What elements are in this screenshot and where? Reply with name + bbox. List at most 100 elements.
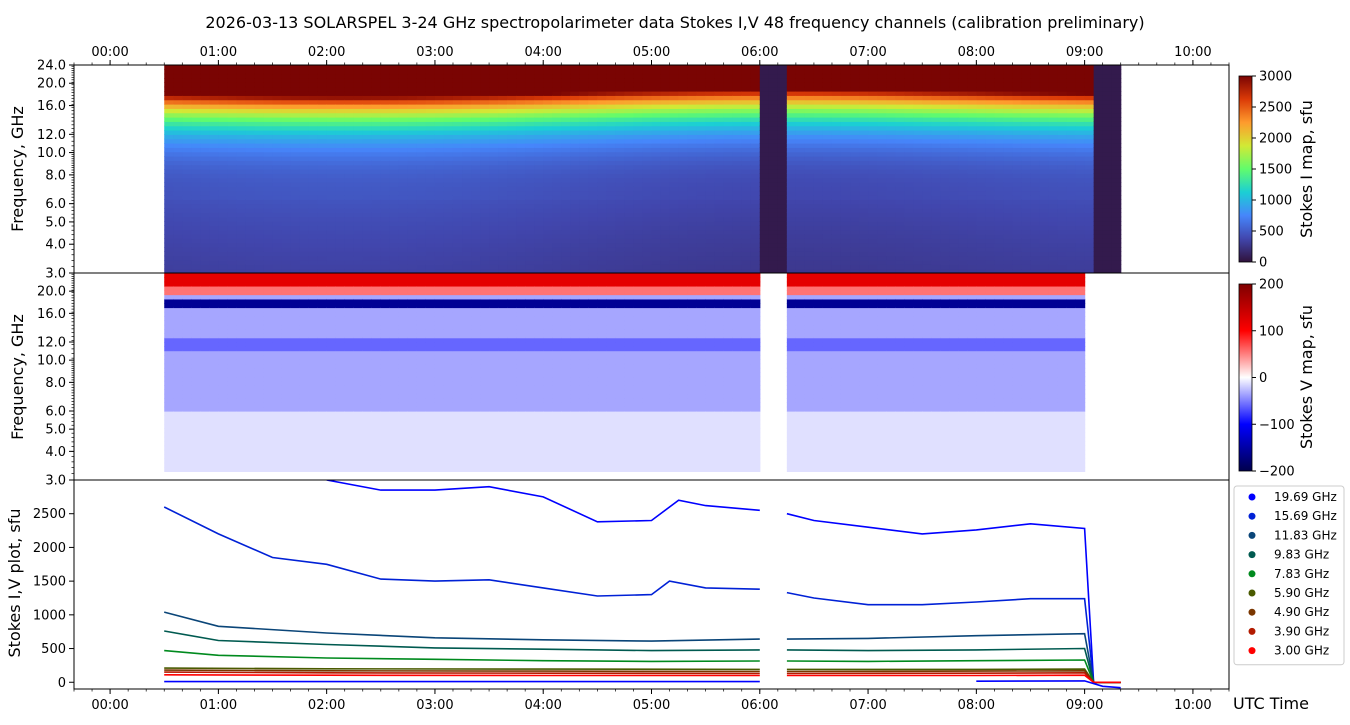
stokes-i-cell [895, 212, 905, 218]
stokes-i-cell [552, 268, 562, 274]
stokes-i-cell [443, 221, 454, 226]
stokes-i-cell [705, 73, 716, 79]
stokes-i-cell [931, 86, 941, 92]
stokes-i-cell [850, 186, 860, 192]
stokes-i-cell [507, 208, 517, 213]
stokes-i-cell [777, 221, 788, 226]
stokes-i-cell [164, 143, 174, 148]
stokes-i-cell [759, 156, 770, 161]
stokes-i-cell [913, 186, 923, 192]
stokes-i-cell [822, 208, 833, 213]
stokes-i-cell [443, 112, 454, 118]
stokes-i-cell [994, 65, 1005, 70]
stokes-i-cell [1048, 203, 1059, 209]
stokes-i-cell [795, 112, 806, 118]
stokes-i-cell [516, 251, 526, 257]
stokes-i-cell [416, 130, 427, 135]
stokes-i-cell [687, 264, 698, 270]
stokes-i-cell [1048, 264, 1059, 270]
stokes-i-cell [272, 138, 283, 144]
stokes-i-cell [633, 182, 644, 187]
stokes-i-cell [822, 160, 833, 166]
stokes-i-cell [958, 160, 968, 166]
stokes-i-cell [714, 234, 725, 239]
stokes-i-cell [840, 238, 851, 244]
stokes-i-cell [489, 143, 499, 148]
stokes-i-cell [1093, 268, 1104, 274]
stokes-i-cell [344, 255, 355, 261]
stokes-i-cell [850, 208, 860, 213]
stokes-i-cell [498, 65, 508, 70]
stokes-i-cell [786, 225, 797, 231]
stokes-i-cell [1021, 104, 1032, 109]
stokes-i-cell [994, 229, 1005, 235]
stokes-i-cell [1057, 225, 1068, 231]
stokes-i-cell [227, 229, 238, 235]
stokes-i-cell [1075, 182, 1086, 187]
stokes-i-cell [687, 130, 698, 135]
stokes-i-cell [606, 234, 616, 239]
stokes-i-cell [886, 160, 896, 166]
stokes-i-cell [462, 182, 472, 187]
stokes-i-cell [1003, 65, 1014, 70]
stokes-i-cell [191, 225, 201, 231]
stokes-i-cell [642, 134, 653, 140]
stokes-i-cell [795, 169, 806, 174]
stokes-i-cell [696, 91, 707, 96]
stokes-i-cell [326, 95, 337, 101]
stokes-i-cell [561, 164, 571, 170]
stokes-i-cell [705, 86, 716, 92]
stokes-i-cell [290, 208, 301, 213]
stokes-i-cell [398, 99, 409, 105]
stokes-i-cell [1012, 208, 1023, 213]
stokes-i-cell [353, 234, 364, 239]
stokes-i-cell [1039, 216, 1050, 222]
stokes-i-cell [570, 151, 580, 157]
stokes-i-cell [317, 212, 328, 218]
stokes-i-cell [317, 95, 328, 101]
stokes-i-cell [606, 164, 616, 170]
stokes-i-cell [227, 195, 238, 200]
stokes-i-cell [227, 182, 238, 187]
stokes-i-cell [1057, 160, 1068, 166]
stokes-i-cell [687, 156, 698, 161]
stokes-i-cell [443, 108, 454, 114]
stokes-i-cell [687, 203, 698, 209]
stokes-i-cell [931, 195, 941, 200]
stokes-i-cell [985, 221, 995, 226]
stokes-i-cell [642, 216, 653, 222]
stokes-i-cell [1057, 134, 1068, 140]
stokes-i-cell [516, 160, 526, 166]
stokes-i-cell [525, 164, 535, 170]
stokes-i-cell [263, 143, 274, 148]
stokes-i-cell [868, 138, 878, 144]
stokes-i-cell [218, 229, 228, 235]
stokes-i-cell [732, 221, 743, 226]
stokes-i-cell [804, 147, 815, 153]
stokes-i-cell [868, 238, 878, 244]
stokes-i-cell [588, 108, 598, 114]
stokes-i-cell [407, 229, 418, 235]
stokes-i-cell [236, 151, 247, 157]
stokes-i-cell [299, 91, 310, 96]
stokes-i-cell [173, 173, 183, 179]
stokes-i-cell [443, 268, 454, 274]
stokes-i-cell [200, 130, 210, 135]
stokes-i-cell [606, 208, 616, 213]
stokes-i-cell [443, 255, 454, 261]
stokes-i-cell [642, 91, 653, 96]
stokes-i-cell [263, 238, 274, 244]
stokes-i-cell [976, 221, 986, 226]
stokes-i-cell [813, 91, 824, 96]
stokes-i-cell [552, 190, 562, 196]
stokes-i-cell [498, 242, 508, 248]
stokes-i-cell [570, 117, 580, 122]
stokes-i-cell [326, 138, 337, 144]
stokes-i-cell [407, 82, 418, 88]
stokes-i-cell [462, 112, 472, 118]
stokes-i-cell [335, 195, 346, 200]
stokes-i-cell [777, 195, 788, 200]
stokes-i-cell [904, 117, 914, 122]
stokes-i-cell [570, 78, 580, 83]
stokes-i-cell [1048, 95, 1059, 101]
